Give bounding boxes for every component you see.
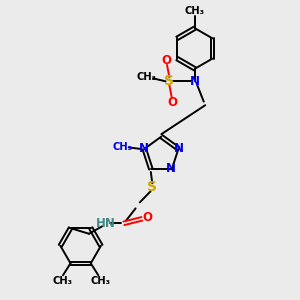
Text: N: N (165, 163, 176, 176)
Text: O: O (142, 212, 152, 224)
Text: O: O (167, 96, 177, 109)
Text: CH₃: CH₃ (90, 276, 110, 286)
Text: CH₃: CH₃ (136, 72, 156, 82)
Text: O: O (161, 54, 171, 67)
Text: N: N (139, 142, 149, 155)
Text: HN: HN (96, 217, 116, 230)
Text: CH₃: CH₃ (52, 276, 72, 286)
Text: CH₃: CH₃ (185, 6, 205, 16)
Text: N: N (190, 75, 200, 88)
Text: S: S (147, 180, 157, 194)
Text: CH₃: CH₃ (113, 142, 133, 152)
Text: N: N (173, 142, 183, 155)
Text: S: S (164, 74, 174, 88)
